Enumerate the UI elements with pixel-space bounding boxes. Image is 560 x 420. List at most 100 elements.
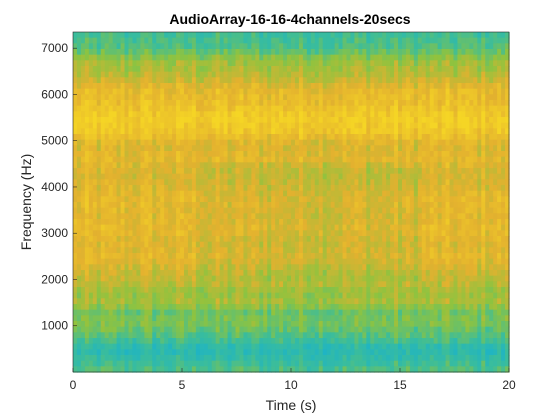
heatmap-cell [76, 88, 82, 95]
heatmap-cell [354, 71, 359, 78]
heatmap-cell [100, 173, 106, 180]
heatmap-cell [493, 54, 498, 61]
heatmap-cell [350, 54, 356, 61]
heatmap-cell [437, 247, 443, 254]
heatmap-cell [100, 185, 106, 192]
heatmap-cell [195, 117, 201, 124]
heatmap-cell [405, 219, 411, 226]
heatmap-cell [92, 32, 98, 39]
heatmap-cell [263, 264, 268, 271]
heatmap-cell [231, 241, 237, 248]
heatmap-cell [235, 32, 241, 39]
heatmap-cell [247, 37, 252, 44]
heatmap-cell [477, 139, 482, 146]
heatmap-cell [342, 105, 348, 112]
heatmap-cell [354, 179, 359, 186]
heatmap-cell [223, 60, 229, 67]
heatmap-cell [172, 253, 177, 260]
heatmap-cell [350, 253, 356, 260]
heatmap-cell [346, 60, 352, 67]
heatmap-cell [378, 196, 383, 203]
heatmap-cell [429, 156, 435, 163]
heatmap-cell [449, 122, 455, 129]
heatmap-cell [283, 100, 288, 107]
heatmap-cell [267, 270, 272, 277]
heatmap-cell [116, 71, 122, 78]
heatmap-cell [441, 83, 447, 90]
heatmap-cell [231, 179, 237, 186]
heatmap-cell [505, 241, 510, 248]
heatmap-cell [409, 139, 415, 146]
heatmap-cell [88, 275, 94, 282]
heatmap-cell [390, 128, 395, 135]
heatmap-cell [176, 258, 181, 265]
heatmap-cell [243, 230, 248, 237]
heatmap-cell [96, 71, 102, 78]
heatmap-cell [437, 66, 443, 73]
heatmap-cell [211, 66, 217, 73]
heatmap-cell [283, 94, 288, 101]
heatmap-cell [227, 145, 233, 152]
heatmap-cell [187, 275, 193, 282]
heatmap-cell [390, 43, 395, 50]
heatmap-cell [279, 236, 284, 243]
heatmap-cell [465, 275, 470, 282]
heatmap-cell [425, 94, 431, 101]
heatmap-cell [405, 185, 411, 192]
heatmap-cell [334, 111, 340, 118]
heatmap-cell [267, 111, 272, 118]
heatmap-cell [437, 162, 443, 169]
heatmap-cell [279, 179, 284, 186]
heatmap-cell [144, 151, 149, 158]
heatmap-cell [485, 100, 490, 107]
heatmap-cell [405, 105, 411, 112]
heatmap-cell [207, 190, 213, 197]
heatmap-cell [306, 202, 312, 209]
heatmap-cell [227, 173, 233, 180]
heatmap-cell [148, 185, 153, 192]
heatmap-cell [263, 202, 268, 209]
heatmap-cell [108, 145, 114, 152]
heatmap-cell [493, 168, 498, 175]
heatmap-cell [302, 241, 308, 248]
heatmap-cell [306, 258, 312, 265]
heatmap-cell [505, 230, 510, 237]
heatmap-cell [73, 111, 78, 118]
heatmap-cell [298, 247, 304, 254]
heatmap-cell [346, 275, 352, 282]
heatmap-cell [183, 168, 189, 175]
heatmap-cell [243, 77, 248, 84]
heatmap-cell [382, 88, 387, 95]
heatmap-cell [485, 122, 490, 129]
heatmap-cell [255, 128, 260, 135]
heatmap-cell [128, 100, 134, 107]
heatmap-cell [271, 247, 276, 254]
heatmap-cell [338, 179, 344, 186]
heatmap-cell [346, 128, 352, 135]
heatmap-cell [191, 270, 197, 277]
heatmap-cell [180, 139, 185, 146]
heatmap-cell [108, 77, 114, 84]
heatmap-cell [326, 105, 332, 112]
heatmap-cell [477, 196, 482, 203]
heatmap-cell [100, 162, 106, 169]
heatmap-cell [73, 287, 78, 294]
heatmap-cell [211, 168, 217, 175]
heatmap-cell [445, 94, 451, 101]
heatmap-cell [291, 37, 296, 44]
heatmap-cell [298, 185, 304, 192]
heatmap-cell [255, 224, 260, 231]
heatmap-cell [330, 185, 336, 192]
heatmap-cell [473, 60, 478, 67]
heatmap-cell [350, 83, 356, 90]
heatmap-cell [168, 241, 173, 248]
heatmap-cell [223, 173, 229, 180]
heatmap-cell [334, 185, 340, 192]
heatmap-cell [275, 253, 280, 260]
heatmap-cell [497, 241, 502, 248]
heatmap-cell [493, 258, 498, 265]
heatmap-cell [199, 190, 205, 197]
heatmap-cell [160, 207, 165, 214]
heatmap-cell [326, 253, 332, 260]
heatmap-cell [211, 230, 217, 237]
